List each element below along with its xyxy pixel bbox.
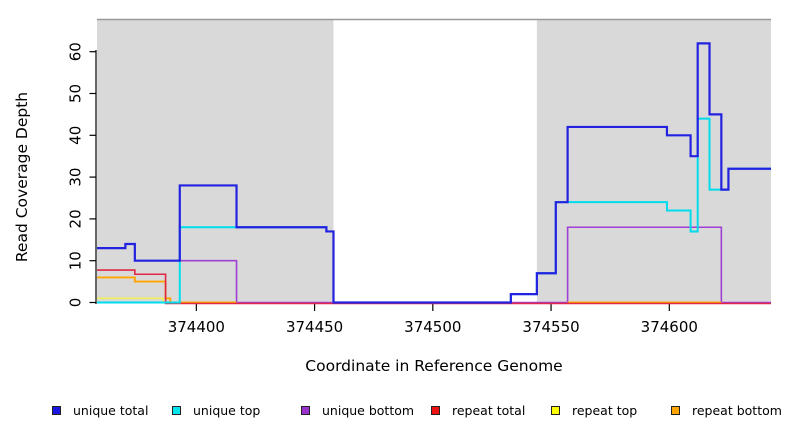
right-shaded-region [536,20,771,303]
x-tick-label: 374550 [522,318,579,336]
x-tick-label: 374450 [286,318,343,336]
y-tick-label: 50 [67,84,85,103]
x-tick-label: 374600 [641,318,698,336]
y-tick-label: 20 [67,209,85,228]
y-tick-label: 10 [67,251,85,270]
series-unique-total [97,42,771,304]
y-tick-label: 60 [67,42,85,61]
y-tick-label: 30 [67,168,85,187]
left-shaded-region [97,20,334,303]
series-repeat-total [97,269,771,305]
y-axis-title: Read Coverage Depth [13,92,31,262]
x-tick-label: 374500 [404,318,461,336]
y-tick-label: 0 [67,298,85,308]
y-tick-label: 40 [67,126,85,145]
x-axis-title: Coordinate in Reference Genome [305,357,562,375]
series-layer [97,42,771,305]
x-tick-label: 374400 [168,318,225,336]
plot-background-layer [97,18,771,303]
axes-layer: 0 10 20 30 40 50 60 374400 374450 374500 374550 374… [67,42,698,336]
